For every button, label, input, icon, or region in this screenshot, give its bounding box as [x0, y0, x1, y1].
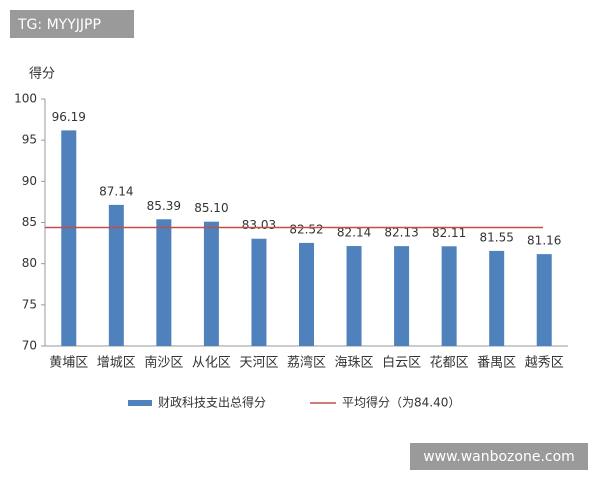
legend-label: 财政科技支出总得分	[158, 395, 266, 410]
bar	[394, 246, 410, 346]
bar	[203, 221, 219, 346]
watermark: www.wanbozone.com	[423, 449, 575, 465]
bar	[299, 242, 314, 346]
value-label: 96.19	[52, 110, 86, 124]
bar	[61, 130, 77, 346]
x-tick-label: 海珠区	[335, 356, 374, 371]
legend-label: 平均得分（为84.40）	[342, 395, 460, 410]
bar	[536, 254, 552, 346]
watermark-box	[10, 10, 134, 38]
x-tick-label: 越秀区	[525, 356, 564, 371]
value-label: 82.13	[384, 226, 418, 240]
legend-swatch	[128, 400, 152, 406]
x-tick-label: 从化区	[192, 356, 231, 371]
y-tick-label: 95	[22, 133, 37, 147]
watermark-box	[410, 443, 588, 470]
y-tick-label: 100	[14, 92, 37, 106]
bar	[489, 250, 505, 346]
x-tick-label: 黄埔区	[49, 356, 88, 371]
bar	[251, 238, 267, 346]
bar	[156, 219, 172, 346]
bar	[108, 204, 124, 346]
x-tick-label: 天河区	[239, 356, 278, 371]
x-tick-label: 增城区	[97, 356, 136, 371]
value-label: 82.52	[289, 222, 323, 236]
bar	[441, 246, 457, 346]
value-label: 81.16	[527, 234, 561, 248]
y-axis-label: 得分	[29, 66, 55, 82]
y-tick-label: 70	[22, 339, 37, 353]
watermark: TG: MYYJJPP	[17, 17, 101, 33]
value-label: 85.39	[147, 199, 181, 213]
y-tick-label: 75	[22, 297, 37, 311]
x-tick-label: 花都区	[430, 355, 469, 371]
value-label: 85.10	[194, 201, 228, 215]
y-tick-label: 80	[22, 256, 37, 270]
y-tick-label: 90	[22, 174, 37, 188]
value-label: 81.55	[480, 230, 514, 244]
x-tick-label: 番禺区	[477, 356, 516, 371]
value-label: 82.11	[432, 226, 466, 240]
value-label: 82.14	[337, 226, 371, 240]
value-label: 83.03	[242, 218, 276, 232]
x-tick-label: 南沙区	[144, 355, 183, 371]
bar	[346, 246, 362, 346]
x-tick-label: 荔湾区	[287, 355, 326, 371]
y-tick-label: 85	[22, 215, 37, 229]
value-label: 87.14	[99, 184, 133, 198]
x-tick-label: 白云区	[382, 355, 421, 371]
